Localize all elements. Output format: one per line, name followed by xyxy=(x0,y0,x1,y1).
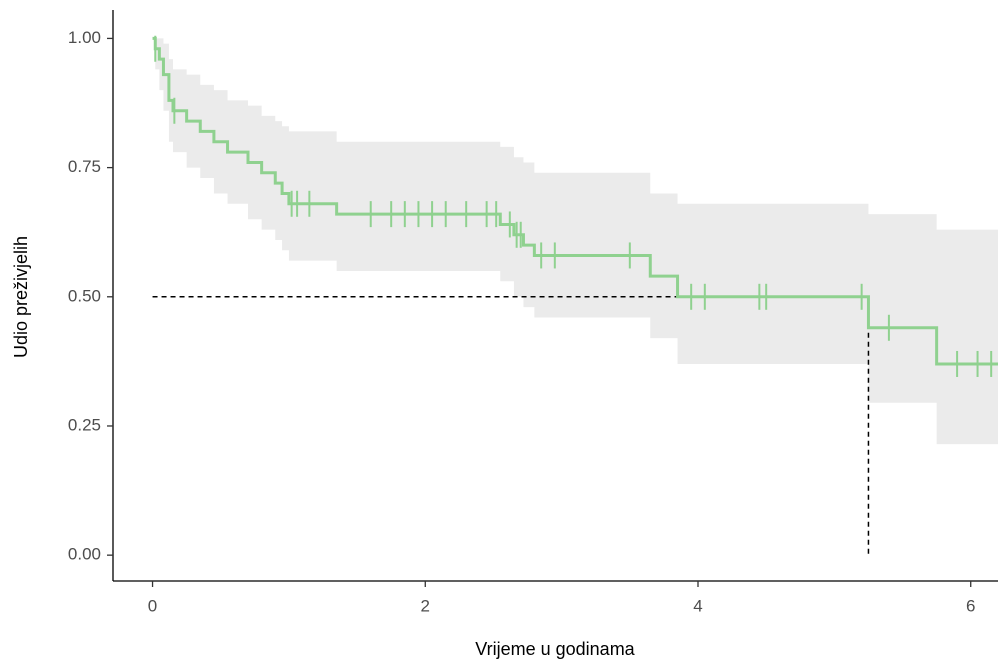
x-axis-title: Vrijeme u godinama xyxy=(475,639,635,659)
y-tick-label: 0.50 xyxy=(68,286,101,305)
y-tick-label: 0.25 xyxy=(68,415,101,434)
y-tick-label: 0.00 xyxy=(68,545,101,564)
y-tick-label: 0.75 xyxy=(68,157,101,176)
survival-line xyxy=(152,36,998,366)
x-tick-label: 0 xyxy=(148,596,157,615)
x-tick-label: 6 xyxy=(966,596,975,615)
plot-area xyxy=(152,35,998,556)
y-tick-label: 1.00 xyxy=(68,28,101,47)
confidence-band xyxy=(152,38,998,445)
x-tick-label: 2 xyxy=(421,596,430,615)
x-tick-label: 4 xyxy=(693,596,702,615)
y-axis-title: Udio preživjelih xyxy=(11,236,31,358)
